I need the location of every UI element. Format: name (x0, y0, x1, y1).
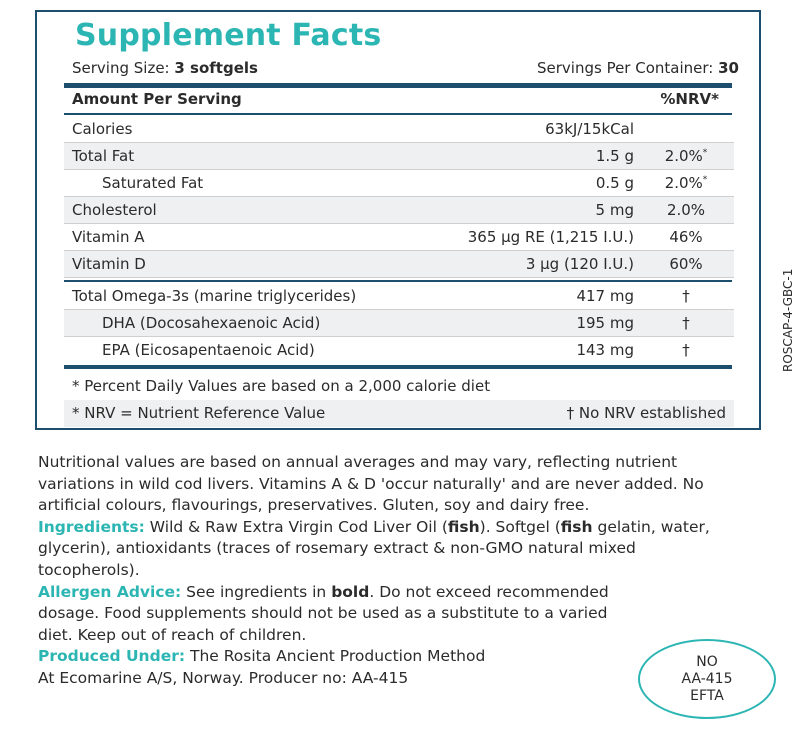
nutrient-nrv: 2.0%* (664, 147, 708, 165)
ingredients-label: Ingredients: (38, 517, 145, 536)
nutrition-note: Nutritional values are based on annual a… (38, 453, 704, 515)
nutrient-nrv: 60% (669, 255, 703, 273)
nutrient-name: Vitamin A (72, 228, 145, 246)
nutrient-amount: 365 µg RE (1,215 I.U.) (467, 228, 634, 246)
divider-omega (64, 280, 732, 282)
nutrient-nrv: † (682, 287, 690, 305)
nutrient-row: EPA (Eicosapentaenoic Acid) 143 mg † (64, 337, 734, 364)
nutrient-name: Saturated Fat (102, 174, 204, 192)
nutrient-amount: 5 mg (595, 201, 634, 219)
nutrient-name: EPA (Eicosapentaenoic Acid) (102, 341, 315, 359)
serving-size-value: 3 softgels (174, 59, 258, 77)
divider-header (64, 113, 732, 115)
nutrient-nrv: † (682, 314, 690, 332)
footnote-percent-daily: * Percent Daily Values are based on a 2,… (72, 377, 491, 395)
serving-size: Serving Size: 3 softgels (72, 59, 258, 77)
nutrient-row: Cholesterol 5 mg 2.0% (64, 197, 734, 224)
nutrient-amount: 3 µg (120 I.U.) (525, 255, 634, 273)
nutrient-amount: 1.5 g (595, 147, 634, 165)
serving-size-label: Serving Size: (72, 59, 170, 77)
label-body-text: Nutritional values are based on annual a… (38, 452, 738, 690)
allergen-fish: fish (447, 517, 480, 536)
nutrient-amount: 0.5 g (595, 174, 634, 192)
allergen-fish: fish (560, 517, 593, 536)
nutrient-nrv: 2.0%* (664, 174, 708, 192)
nutrient-row: Vitamin D 3 µg (120 I.U.) 60% (64, 251, 734, 278)
servings-per-container-label: Servings Per Container: (537, 59, 714, 77)
nutrient-row: Saturated Fat 0.5 g 2.0%* (64, 170, 734, 197)
allergen-label: Allergen Advice: (38, 582, 182, 601)
produced-label: Produced Under: (38, 647, 186, 666)
nutrient-row: DHA (Docosahexaenoic Acid) 195 mg † (64, 310, 734, 337)
nutrient-amount: 63kJ/15kCal (545, 120, 634, 138)
nutrient-row: Vitamin A 365 µg RE (1,215 I.U.) 46% (64, 224, 734, 251)
nutrient-nrv: 46% (669, 228, 703, 246)
nutrient-name: Calories (72, 120, 133, 138)
nutrient-row: Calories 63kJ/15kCal (64, 116, 734, 143)
nutrient-name: DHA (Docosahexaenoic Acid) (102, 314, 321, 332)
nutrient-amount: 195 mg (576, 314, 634, 332)
allergen-paragraph: Allergen Advice: See ingredients in bold… (38, 582, 609, 644)
nutrient-name: Total Fat (72, 147, 135, 165)
nutrient-name: Cholesterol (72, 201, 157, 219)
divider-thick (64, 83, 732, 88)
produced-paragraph: Produced Under: The Rosita Ancient Produ… (38, 647, 486, 666)
nutrient-nrv: † (682, 341, 690, 359)
nutrient-name: Vitamin D (72, 255, 146, 273)
nutrient-row: Total Fat 1.5 g 2.0%* (64, 143, 734, 170)
footnote-row: * NRV = Nutrient Reference Value † No NR… (64, 400, 734, 427)
footnote-nrv-definition: * NRV = Nutrient Reference Value (72, 404, 326, 422)
nutrient-nrv: 2.0% (666, 201, 706, 219)
nutrient-name: Total Omega-3s (marine triglycerides) (72, 287, 357, 305)
nutrient-amount: 417 mg (576, 287, 634, 305)
product-code: ROSCAP-4-GBC-1 (781, 268, 795, 372)
badge-line-number: AA-415 (681, 671, 733, 687)
badge-line-efta: EFTA (690, 688, 724, 704)
nutrient-row: Total Omega-3s (marine triglycerides) 41… (64, 283, 734, 310)
header-amount-per-serving: Amount Per Serving (72, 90, 242, 108)
footnote-no-nrv: † No NRV established (566, 404, 726, 422)
producer-oval-mark: NO AA-415 EFTA (638, 639, 776, 719)
divider-footnotes (64, 365, 732, 369)
header-nrv: %NRV* (660, 90, 719, 108)
footnote-row: * Percent Daily Values are based on a 2,… (64, 373, 734, 400)
nutrient-amount: 143 mg (576, 341, 634, 359)
producer-line: At Ecomarine A/S, Norway. Producer no: A… (38, 668, 409, 687)
servings-per-container: Servings Per Container: 30 (537, 59, 739, 77)
servings-per-container-value: 30 (718, 59, 739, 77)
supplement-facts-panel: Supplement Facts Serving Size: 3 softgel… (35, 10, 761, 430)
panel-title: Supplement Facts (75, 18, 382, 53)
ingredients-paragraph: Ingredients: Wild & Raw Extra Virgin Cod… (38, 517, 710, 579)
badge-line-no: NO (696, 654, 718, 670)
